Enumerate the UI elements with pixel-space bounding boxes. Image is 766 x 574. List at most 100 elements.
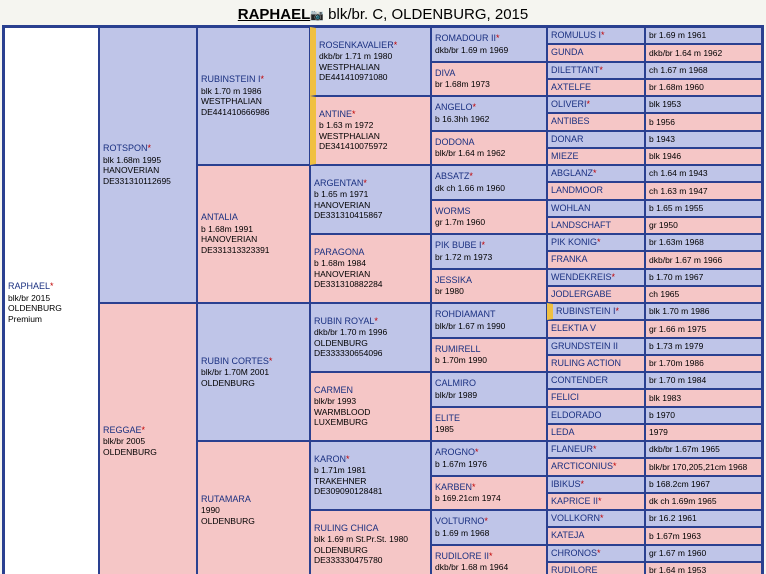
pedigree-cell[interactable]: CARMENblk/br 1993WARMBLOODLUXEMBURG (310, 372, 431, 441)
pedigree-cell[interactable]: KATEJA (547, 527, 645, 544)
pedigree-cell[interactable]: CONTENDER (547, 372, 645, 389)
pedigree-cell[interactable]: VOLTURNO*b 1.69 m 1968 (431, 510, 547, 545)
pedigree-cell[interactable]: br 1.64 m 1953 (645, 562, 762, 574)
pedigree-cell[interactable]: PIK KONIG* (547, 234, 645, 251)
pedigree-cell[interactable]: LEDA (547, 424, 645, 441)
pedigree-cell[interactable]: ch 1965 (645, 286, 762, 303)
pedigree-cell[interactable]: JODLERGABE (547, 286, 645, 303)
pedigree-cell[interactable]: ROMULUS I* (547, 27, 645, 44)
pedigree-cell[interactable]: gr 1950 (645, 217, 762, 234)
pedigree-cell[interactable]: FLANEUR* (547, 441, 645, 458)
pedigree-cell[interactable]: dkb/br 1.67 m 1966 (645, 251, 762, 268)
pedigree-cell[interactable]: KAPRICE II* (547, 493, 645, 510)
pedigree-cell[interactable]: ROSENKAVALIER*dkb/br 1.71 m 1980WESTPHAL… (310, 27, 431, 96)
pedigree-cell[interactable]: DODONAblk/br 1.64 m 1962 (431, 131, 547, 166)
pedigree-cell[interactable]: RUDILORE II*dkb/br 1.68 m 1964 (431, 545, 547, 574)
pedigree-cell[interactable]: REGGAE*blk/br 2005OLDENBURG (99, 303, 197, 574)
title-horse-name[interactable]: RAPHAEL (238, 6, 311, 23)
pedigree-cell[interactable]: ROMADOUR II*dkb/br 1.69 m 1969 (431, 27, 547, 62)
pedigree-cell[interactable]: gr 1.67 m 1960 (645, 545, 762, 562)
pedigree-cell[interactable]: br 1.69 m 1961 (645, 27, 762, 44)
pedigree-cell[interactable]: br 1.63m 1968 (645, 234, 762, 251)
pedigree-cell[interactable]: AXTELFE (547, 79, 645, 96)
pedigree-cell[interactable]: RUBINSTEIN I* (547, 303, 645, 320)
pedigree-cell[interactable]: CALMIROblk/br 1989 (431, 372, 547, 407)
pedigree-cell[interactable]: KARON*b 1.71m 1981TRAKEHNERDE30909012848… (310, 441, 431, 510)
pedigree-cell[interactable]: b 1956 (645, 113, 762, 130)
pedigree-cell[interactable]: RUBIN CORTES*blk/br 1.70M 2001OLDENBURG (197, 303, 310, 441)
pedigree-cell[interactable]: b 1.67m 1963 (645, 527, 762, 544)
pedigree-cell[interactable]: ABGLANZ* (547, 165, 645, 182)
pedigree-cell[interactable]: FELICI (547, 389, 645, 406)
pedigree-cell[interactable]: br 1.68m 1960 (645, 79, 762, 96)
pedigree-cell[interactable]: RUMIRELLb 1.70m 1990 (431, 338, 547, 373)
pedigree-cell[interactable]: ROTSPON*blk 1.68m 1995HANOVERIANDE331310… (99, 27, 197, 303)
pedigree-cell[interactable]: b 1.65 m 1955 (645, 200, 762, 217)
pedigree-cell[interactable]: KARBEN*b 169.21cm 1974 (431, 476, 547, 511)
pedigree-cell[interactable]: blk 1983 (645, 389, 762, 406)
horse-detail: br 1.70 m 1984 (649, 375, 758, 386)
pedigree-cell[interactable]: b 1970 (645, 407, 762, 424)
root-horse[interactable]: RAPHAEL* blk/br 2015 OLDENBURG Premium (4, 27, 99, 574)
pedigree-cell[interactable]: b 1.70 m 1967 (645, 269, 762, 286)
pedigree-cell[interactable]: br 1.70m 1986 (645, 355, 762, 372)
pedigree-cell[interactable]: PIK BUBE I*br 1.72 m 1973 (431, 234, 547, 269)
pedigree-cell[interactable]: blk 1.70 m 1986 (645, 303, 762, 320)
pedigree-cell[interactable]: GUNDA (547, 44, 645, 61)
pedigree-cell[interactable]: ANTINE*b 1.63 m 1972WESTPHALIANDE3414100… (310, 96, 431, 165)
pedigree-cell[interactable]: ELEKTIA V (547, 320, 645, 337)
pedigree-cell[interactable]: RULING CHICAblk 1.69 m St.Pr.St. 1980OLD… (310, 510, 431, 574)
pedigree-cell[interactable]: IBIKUS* (547, 476, 645, 493)
pedigree-cell[interactable]: LANDMOOR (547, 182, 645, 199)
photo-star: * (581, 479, 585, 489)
pedigree-cell[interactable]: ANTALIAb 1.68m 1991HANOVERIANDE331313323… (197, 165, 310, 303)
pedigree-cell[interactable]: blk 1953 (645, 96, 762, 113)
pedigree-cell[interactable]: RUBIN ROYAL*dkb/br 1.70 m 1996OLDENBURGD… (310, 303, 431, 372)
pedigree-cell[interactable]: LANDSCHAFT (547, 217, 645, 234)
pedigree-cell[interactable]: RUTAMARA1990OLDENBURG (197, 441, 310, 574)
pedigree-cell[interactable]: MIEZE (547, 148, 645, 165)
pedigree-cell[interactable]: blk 1946 (645, 148, 762, 165)
pedigree-cell[interactable]: PARAGONAb 1.68m 1984HANOVERIANDE33131088… (310, 234, 431, 303)
pedigree-cell[interactable]: ch 1.63 m 1947 (645, 182, 762, 199)
pedigree-cell[interactable]: ARCTICONIUS* (547, 458, 645, 475)
pedigree-cell[interactable]: b 1.73 m 1979 (645, 338, 762, 355)
pedigree-cell[interactable]: ELDORADO (547, 407, 645, 424)
pedigree-cell[interactable]: ARGENTAN*b 1.65 m 1971HANOVERIANDE331310… (310, 165, 431, 234)
pedigree-cell[interactable]: WENDEKREIS* (547, 269, 645, 286)
pedigree-cell[interactable]: ANGELO*b 16.3hh 1962 (431, 96, 547, 131)
pedigree-cell[interactable]: ROHDIAMANTblk/br 1.67 m 1990 (431, 303, 547, 338)
pedigree-cell[interactable]: VOLLKORN* (547, 510, 645, 527)
pedigree-cell[interactable]: DIVAbr 1.68m 1973 (431, 62, 547, 97)
pedigree-cell[interactable]: b 1943 (645, 131, 762, 148)
horse-detail: blk 1.68m 1995 (103, 155, 193, 166)
pedigree-cell[interactable]: RUBINSTEIN I*blk 1.70 m 1986WESTPHALIAND… (197, 27, 310, 165)
pedigree-cell[interactable]: 1979 (645, 424, 762, 441)
pedigree-cell[interactable]: br 16.2 1961 (645, 510, 762, 527)
pedigree-cell[interactable]: CHRONOS* (547, 545, 645, 562)
pedigree-cell[interactable]: ELITE1985 (431, 407, 547, 442)
pedigree-cell[interactable]: WORMSgr 1.7m 1960 (431, 200, 547, 235)
pedigree-cell[interactable]: ANTIBES (547, 113, 645, 130)
pedigree-cell[interactable]: dk ch 1.69m 1965 (645, 493, 762, 510)
pedigree-cell[interactable]: br 1.70 m 1984 (645, 372, 762, 389)
pedigree-cell[interactable]: gr 1.66 m 1975 (645, 320, 762, 337)
pedigree-cell[interactable]: blk/br 170,205,21cm 1968 (645, 458, 762, 475)
pedigree-cell[interactable]: ABSATZ*dk ch 1.66 m 1960 (431, 165, 547, 200)
pedigree-cell[interactable]: RUDILORE (547, 562, 645, 574)
pedigree-cell[interactable]: ch 1.64 m 1943 (645, 165, 762, 182)
pedigree-cell[interactable]: JESSIKAbr 1980 (431, 269, 547, 304)
pedigree-cell[interactable]: DONAR (547, 131, 645, 148)
pedigree-cell[interactable]: b 168.2cm 1967 (645, 476, 762, 493)
pedigree-cell[interactable]: DILETTANT* (547, 62, 645, 79)
pedigree-cell[interactable]: dkb/br 1.67m 1965 (645, 441, 762, 458)
pedigree-cell[interactable]: OLIVERI* (547, 96, 645, 113)
pedigree-cell[interactable]: GRUNDSTEIN II (547, 338, 645, 355)
pedigree-cell[interactable]: RULING ACTION (547, 355, 645, 372)
pedigree-cell[interactable]: dkb/br 1.64 m 1962 (645, 44, 762, 61)
pedigree-cell[interactable]: WOHLAN (547, 200, 645, 217)
pedigree-cell[interactable]: AROGNO*b 1.67m 1976 (431, 441, 547, 476)
pedigree-cell[interactable]: FRANKA (547, 251, 645, 268)
horse-name: ANTIBES (551, 116, 590, 126)
pedigree-cell[interactable]: ch 1.67 m 1968 (645, 62, 762, 79)
